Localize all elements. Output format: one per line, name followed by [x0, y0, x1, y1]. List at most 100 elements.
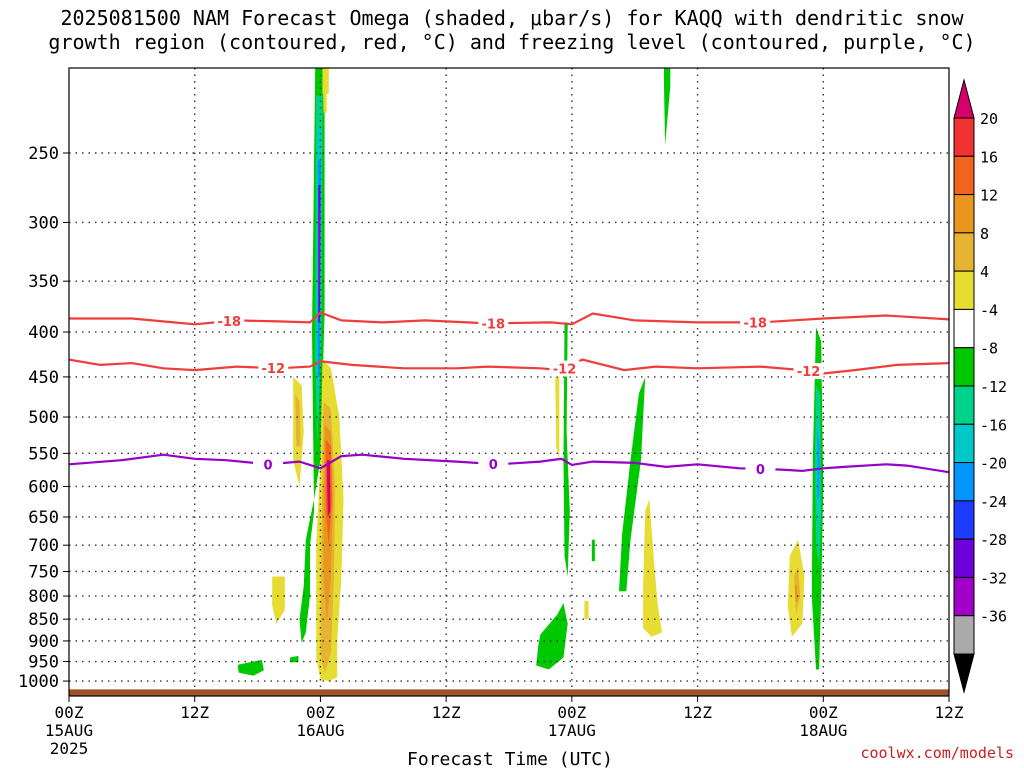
contour-label--18: -18 — [743, 316, 767, 331]
omega-region-16 — [290, 655, 299, 663]
colorbar-label: -8 — [980, 340, 998, 358]
credit-link[interactable]: coolwx.com/models — [860, 744, 1014, 762]
contour-label--18: -18 — [482, 317, 506, 332]
omega-region-5 — [318, 209, 321, 292]
omega-region-24 — [619, 376, 646, 592]
omega-region-14 — [272, 576, 285, 624]
chart-title-line-1: 2025081500 NAM Forecast Omega (shaded, μ… — [60, 6, 964, 30]
colorbar-bin-9 — [953, 423, 975, 464]
colorbar-label: -20 — [980, 455, 1007, 473]
contour-label-bg — [478, 455, 509, 472]
colorbar-label: -16 — [980, 416, 1007, 434]
colorbar-label: 16 — [980, 148, 998, 166]
colorbar-bottom-arrow — [953, 653, 975, 694]
y-tick-label: 750 — [28, 562, 59, 582]
contour-label-bg — [549, 360, 580, 377]
y-tick-label: 450 — [28, 368, 59, 388]
chart-title: 2025081500 NAM Forecast Omega (shaded, μ… — [0, 6, 1024, 54]
x-tick-date: 16AUG — [296, 721, 344, 740]
colorbar-bin-3 — [953, 194, 975, 234]
y-tick-label: 950 — [28, 653, 59, 673]
omega-region-25 — [643, 499, 662, 637]
grid-lines — [69, 68, 949, 696]
colorbar-bin-11 — [953, 500, 975, 540]
colorbar-top-arrow — [953, 78, 975, 119]
omega-region-29 — [817, 432, 820, 499]
x-tick-label: 00Z — [557, 703, 586, 722]
x-tick-date: 18AUG — [799, 721, 847, 740]
omega-region-23 — [584, 600, 589, 620]
y-tick-label: 650 — [28, 508, 59, 528]
colorbar-label: 8 — [980, 225, 989, 243]
contour-label-bg — [253, 456, 284, 473]
x-tick-label: 12Z — [180, 703, 209, 722]
colorbar-bin-14 — [953, 615, 975, 655]
colorbar-label: 4 — [980, 263, 989, 281]
colorbar-bin-8 — [953, 385, 975, 425]
colorbar-label: 12 — [980, 187, 998, 205]
y-tick-label: 550 — [28, 444, 59, 464]
omega-region-11 — [326, 460, 331, 517]
omega-region-19 — [536, 603, 568, 670]
colorbar-label: -36 — [980, 608, 1007, 626]
x-tick-year: 2025 — [50, 739, 89, 758]
contour-label--12: -12 — [262, 362, 286, 377]
contour-label--18: -18 — [218, 315, 242, 330]
y-tick-label: 900 — [28, 632, 59, 652]
omega-region-18 — [664, 68, 671, 146]
omega-shading — [237, 68, 824, 682]
colorbar-label: -32 — [980, 569, 1007, 587]
y-axis: 2503003504004505005506006507007508008509… — [18, 144, 69, 692]
x-tick-date: 15AUG — [45, 721, 93, 740]
colorbar-label: -28 — [980, 531, 1007, 549]
y-tick-label: 400 — [28, 323, 59, 343]
omega-region-13 — [295, 393, 301, 447]
chart-title-line-2: growth region (contoured, red, °C) and f… — [48, 30, 976, 54]
contour-label-bg — [745, 460, 776, 477]
contour-label-0: 0 — [756, 463, 765, 478]
colorbar: 20 16 12 8 4 -4 -8 -12 -16 -20 -24 -28 -32 -36 — [953, 78, 1007, 694]
omega-region-22 — [591, 539, 595, 562]
contour-line-0 — [69, 453, 949, 474]
contour-label-0: 0 — [264, 458, 273, 473]
colorbar-bin-2 — [953, 155, 975, 196]
x-tick-label: 00Z — [306, 703, 335, 722]
colorbar-label: 20 — [980, 110, 998, 128]
x-tick-label: 12Z — [683, 703, 712, 722]
plot-frame — [68, 67, 950, 697]
colorbar-bin-13 — [953, 576, 975, 617]
ground-surface-band — [69, 689, 949, 696]
contour-label-bg — [793, 363, 824, 380]
y-tick-label: 1000 — [18, 672, 59, 692]
colorbar-bin-1 — [953, 117, 975, 157]
x-tick-label: 12Z — [935, 703, 964, 722]
colorbar-label: -12 — [980, 378, 1007, 396]
x-tick-date: 17AUG — [548, 721, 596, 740]
y-tick-label: 700 — [28, 536, 59, 556]
x-axis-label: Forecast Time (UTC) — [407, 749, 613, 768]
y-tick-label: 500 — [28, 408, 59, 428]
y-tick-label: 250 — [28, 144, 59, 164]
x-tick-label: 12Z — [432, 703, 461, 722]
colorbar-bin-6 — [953, 308, 975, 349]
contour-label--12: -12 — [553, 363, 577, 378]
y-tick-label: 600 — [28, 477, 59, 497]
contour-line--18 — [69, 311, 949, 326]
y-tick-label: 800 — [28, 587, 59, 607]
contour-label-bg — [740, 314, 771, 331]
temperature-contours: -18 -18 -18 -12 -12 -12 0 0 0 — [69, 311, 949, 478]
y-tick-label: 300 — [28, 213, 59, 233]
omega-region-32 — [795, 584, 798, 602]
colorbar-bin-4 — [953, 232, 975, 272]
contour-label-bg — [258, 360, 289, 377]
colorbar-label: -4 — [980, 301, 998, 319]
y-tick-label: 350 — [28, 272, 59, 292]
y-tick-label: 850 — [28, 610, 59, 630]
colorbar-bin-10 — [953, 462, 975, 502]
omega-region-17 — [322, 68, 329, 94]
contour-label-0: 0 — [489, 458, 498, 473]
contour-label-bg — [214, 313, 245, 330]
contour-label--12: -12 — [797, 365, 821, 380]
